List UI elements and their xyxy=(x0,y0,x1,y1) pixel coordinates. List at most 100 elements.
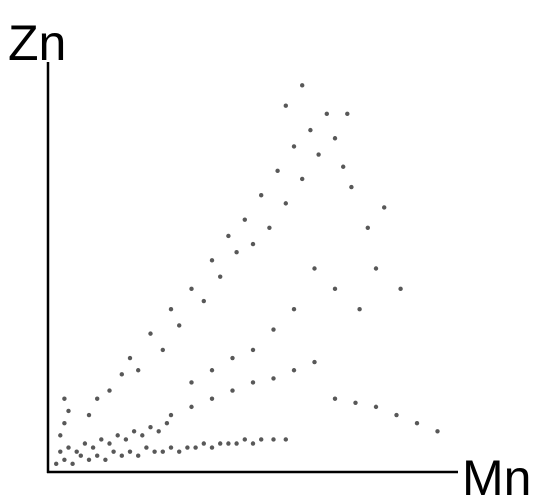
point xyxy=(127,355,133,361)
point xyxy=(127,449,133,454)
point xyxy=(242,217,247,222)
point xyxy=(148,331,153,336)
point xyxy=(86,457,92,462)
point xyxy=(111,449,116,454)
point xyxy=(119,372,125,377)
point xyxy=(123,437,129,442)
point xyxy=(90,445,96,450)
point xyxy=(168,445,174,450)
point xyxy=(250,347,256,353)
point xyxy=(62,396,67,401)
point xyxy=(435,429,440,434)
point xyxy=(345,111,350,117)
point xyxy=(341,164,346,169)
point xyxy=(86,412,92,418)
point xyxy=(201,441,206,446)
point xyxy=(168,307,174,312)
point xyxy=(230,388,235,393)
point xyxy=(357,307,362,312)
point xyxy=(189,404,194,410)
point xyxy=(156,429,161,434)
point xyxy=(62,420,67,426)
point xyxy=(373,266,379,271)
point xyxy=(312,266,317,271)
point xyxy=(66,408,71,414)
point xyxy=(58,449,63,454)
point xyxy=(177,449,182,454)
point xyxy=(230,355,235,361)
point xyxy=(324,111,329,117)
point xyxy=(148,425,153,430)
point xyxy=(99,437,104,442)
point xyxy=(291,368,297,373)
point xyxy=(62,457,67,462)
point xyxy=(70,461,75,467)
point xyxy=(152,449,157,454)
point xyxy=(189,286,194,292)
point xyxy=(82,441,88,446)
point xyxy=(209,368,215,373)
point xyxy=(283,437,288,442)
point xyxy=(271,376,276,381)
point xyxy=(209,258,215,263)
point xyxy=(103,457,108,462)
point xyxy=(259,193,264,198)
point xyxy=(74,449,79,454)
point xyxy=(382,205,387,210)
point xyxy=(185,445,190,450)
point xyxy=(209,396,215,401)
point xyxy=(283,103,288,108)
point xyxy=(398,286,403,292)
point xyxy=(349,184,354,190)
point xyxy=(332,396,338,401)
point xyxy=(140,433,145,438)
point xyxy=(95,453,100,458)
point xyxy=(95,396,100,401)
point xyxy=(308,127,313,133)
point xyxy=(291,144,297,149)
point xyxy=(226,233,231,239)
points xyxy=(54,83,440,467)
y-axis-label: Zn xyxy=(8,15,66,71)
point xyxy=(164,420,170,426)
point xyxy=(136,368,141,373)
point xyxy=(201,298,206,304)
point xyxy=(218,274,223,279)
point xyxy=(119,453,125,458)
point xyxy=(365,225,370,230)
point xyxy=(107,388,112,393)
point xyxy=(250,441,256,446)
point xyxy=(271,327,276,332)
point xyxy=(271,437,276,442)
point xyxy=(394,412,399,418)
point xyxy=(250,241,256,247)
point xyxy=(353,400,358,406)
point xyxy=(259,437,264,442)
x-axis-label: Mn xyxy=(462,450,531,501)
point xyxy=(115,433,120,438)
point xyxy=(332,136,338,141)
point xyxy=(234,250,239,255)
point xyxy=(300,176,305,182)
point xyxy=(131,429,137,434)
point xyxy=(226,441,231,446)
point xyxy=(189,380,194,385)
point xyxy=(136,453,141,458)
point xyxy=(107,441,112,446)
point xyxy=(177,323,182,328)
point xyxy=(218,441,223,446)
point xyxy=(234,441,239,446)
point xyxy=(160,347,165,353)
point xyxy=(193,445,198,450)
point xyxy=(275,168,280,174)
point xyxy=(291,307,297,312)
point xyxy=(168,412,174,418)
point xyxy=(78,453,84,458)
point xyxy=(300,83,305,88)
point xyxy=(316,152,321,157)
point xyxy=(250,380,256,385)
point xyxy=(312,359,317,365)
point xyxy=(209,445,215,450)
point xyxy=(242,437,247,442)
